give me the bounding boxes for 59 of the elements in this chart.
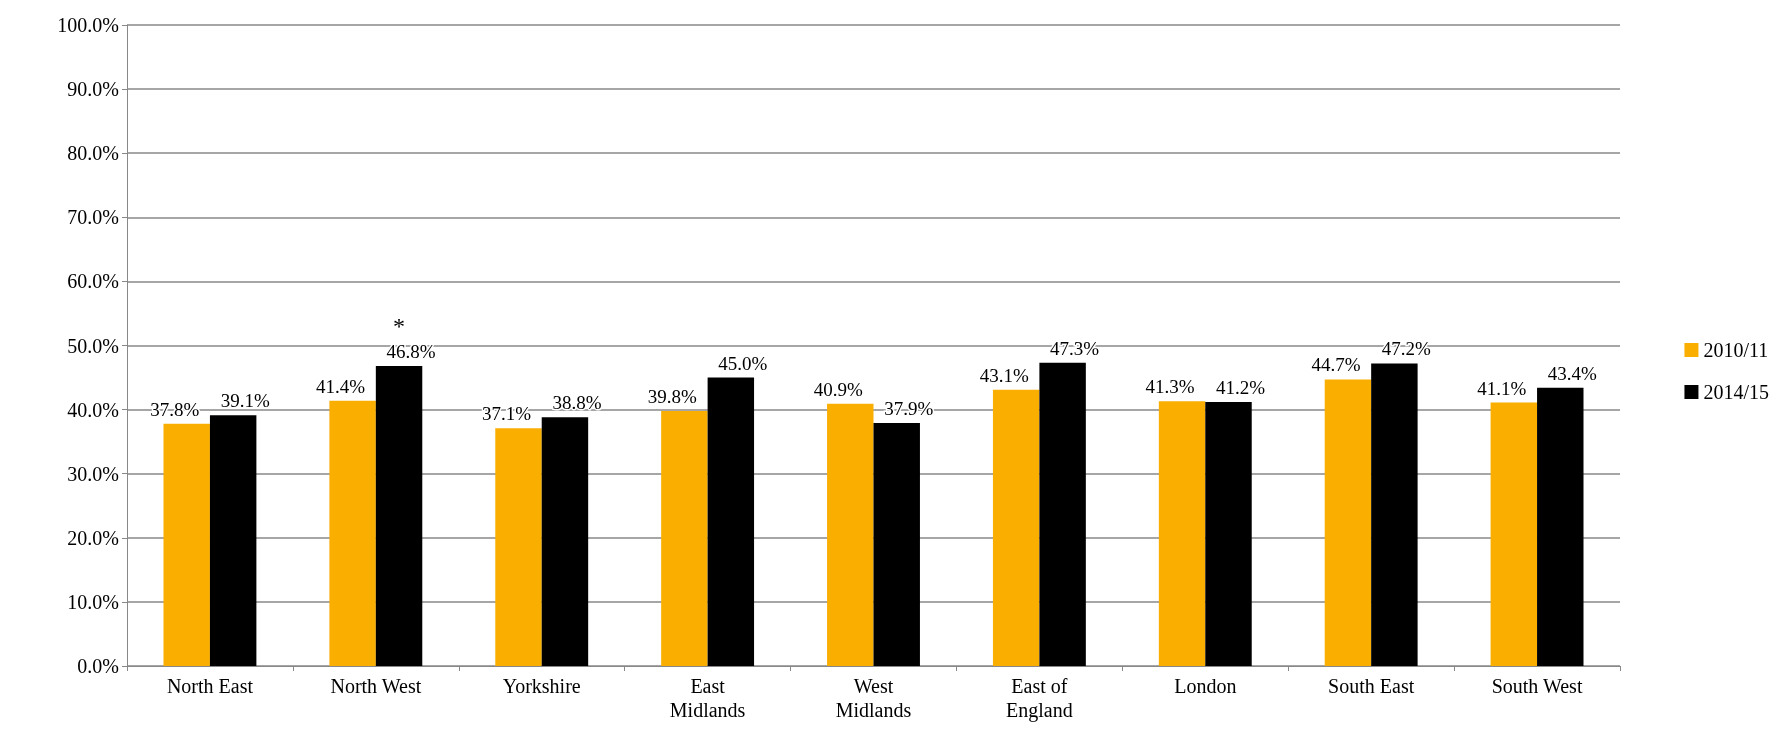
data-label: 43.4% — [1547, 362, 1597, 384]
y-tick-label: 20.0% — [67, 526, 119, 549]
bar — [329, 400, 376, 666]
data-label: 44.7% — [1311, 354, 1361, 376]
bar — [661, 410, 708, 666]
data-label: 47.3% — [1050, 337, 1100, 359]
bar — [375, 366, 423, 666]
legend-label: 2014/15 — [1703, 381, 1770, 403]
data-label: 45.0% — [718, 352, 768, 374]
data-label: 37.9% — [884, 398, 934, 420]
bar — [1490, 402, 1538, 666]
y-tick-label: 50.0% — [67, 334, 119, 357]
y-tick-label: 70.0% — [67, 206, 119, 229]
data-label: 37.8% — [150, 398, 200, 420]
bar — [541, 417, 589, 666]
bar — [1324, 379, 1372, 666]
bar — [1205, 401, 1252, 666]
x-tick-label: South East — [1328, 675, 1415, 697]
data-label: 38.8% — [552, 392, 602, 414]
bar — [873, 423, 920, 666]
y-tick-label: 30.0% — [67, 462, 119, 485]
y-tick-label: 80.0% — [67, 142, 119, 165]
bar — [209, 415, 257, 666]
bar — [1371, 363, 1418, 666]
x-tick-label: North East — [166, 675, 254, 697]
x-tick-label: London — [1174, 675, 1237, 697]
data-label: 46.8% — [386, 341, 436, 363]
data-label: 39.8% — [647, 385, 698, 407]
x-tick-label: Yorkshire — [502, 675, 581, 697]
data-label: 41.2% — [1215, 376, 1266, 398]
data-label: 39.1% — [220, 390, 270, 412]
bar — [1537, 387, 1584, 666]
bar — [707, 377, 755, 666]
y-tick-label: 10.0% — [67, 590, 119, 613]
x-tick-label: North West — [330, 675, 422, 697]
data-label: 43.1% — [979, 364, 1029, 386]
data-label: 41.1% — [1477, 377, 1527, 399]
y-tick-label: 40.0% — [67, 398, 119, 421]
y-tick-label: 0.0% — [77, 655, 119, 677]
x-tick-label: East of England — [1006, 675, 1073, 722]
bar — [1039, 362, 1086, 666]
bar — [1158, 401, 1206, 666]
x-tick-label: West Midlands — [835, 675, 912, 721]
data-label: 47.2% — [1381, 338, 1432, 360]
bar — [992, 389, 1040, 666]
data-label: 40.9% — [813, 378, 863, 400]
bar — [495, 428, 542, 666]
annotation: * — [393, 313, 406, 340]
bar — [163, 423, 210, 666]
legend-label: 2010/11 — [1703, 339, 1769, 361]
data-label: 41.4% — [316, 375, 366, 397]
y-tick-label: 90.0% — [67, 78, 119, 101]
data-label: 37.1% — [481, 403, 532, 425]
data-label: 41.3% — [1145, 376, 1195, 398]
x-tick-label: South West — [1491, 675, 1583, 697]
x-tick-label: East Midlands — [669, 675, 746, 721]
bar — [827, 403, 874, 666]
y-tick-label: 100.0% — [57, 14, 119, 36]
y-tick-label: 60.0% — [67, 270, 119, 293]
